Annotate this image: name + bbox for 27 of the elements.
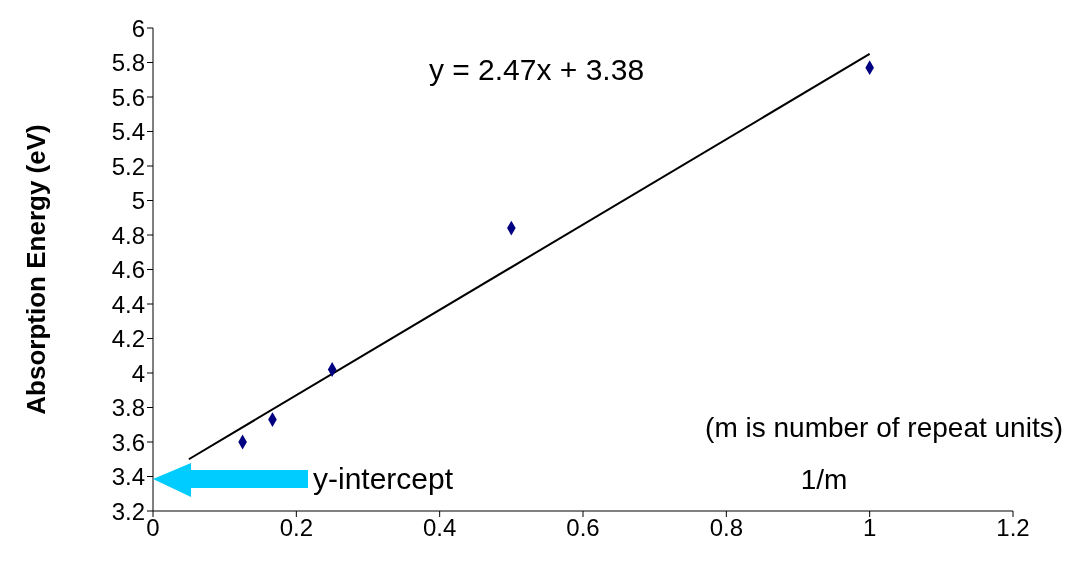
annotation: y-intercept <box>313 462 454 495</box>
annotation: (m is number of repeat units) <box>705 411 1063 443</box>
y-tick-label: 6 <box>131 14 145 42</box>
y-tick-label: 4.4 <box>111 290 145 318</box>
y-tick-label: 5.4 <box>111 118 145 146</box>
x-axis-title: 1/m <box>800 463 848 495</box>
y-tick-label: 5 <box>131 187 145 215</box>
x-tick-label: 0 <box>146 514 160 542</box>
x-tick-label: 0.2 <box>279 514 314 542</box>
y-tick-label: 5.8 <box>111 49 145 77</box>
y-tick-label: 5.6 <box>111 83 145 111</box>
y-tick-label: 5.2 <box>111 152 145 180</box>
y-tick-label: 3.4 <box>111 463 145 491</box>
x-tick-label: 0.8 <box>709 514 744 542</box>
y-tick-label: 4.2 <box>111 325 145 353</box>
y-tick-label: 3.6 <box>111 428 145 456</box>
annotation: y = 2.47x + 3.38 <box>428 52 645 86</box>
y-axis-title: Absorption Energy (eV) <box>20 124 51 415</box>
x-tick-label: 1.2 <box>996 514 1030 542</box>
x-tick-label: 0.6 <box>566 514 600 542</box>
y-tick-label: 4.8 <box>111 221 145 249</box>
y-tick-label: 4 <box>131 359 145 387</box>
x-tick-label: 0.4 <box>422 514 457 542</box>
x-tick-label: 1 <box>862 514 877 542</box>
y-tick-label: 4.6 <box>111 256 145 284</box>
y-tick-label: 3.8 <box>111 394 145 422</box>
y-tick-label: 3.2 <box>111 497 145 525</box>
